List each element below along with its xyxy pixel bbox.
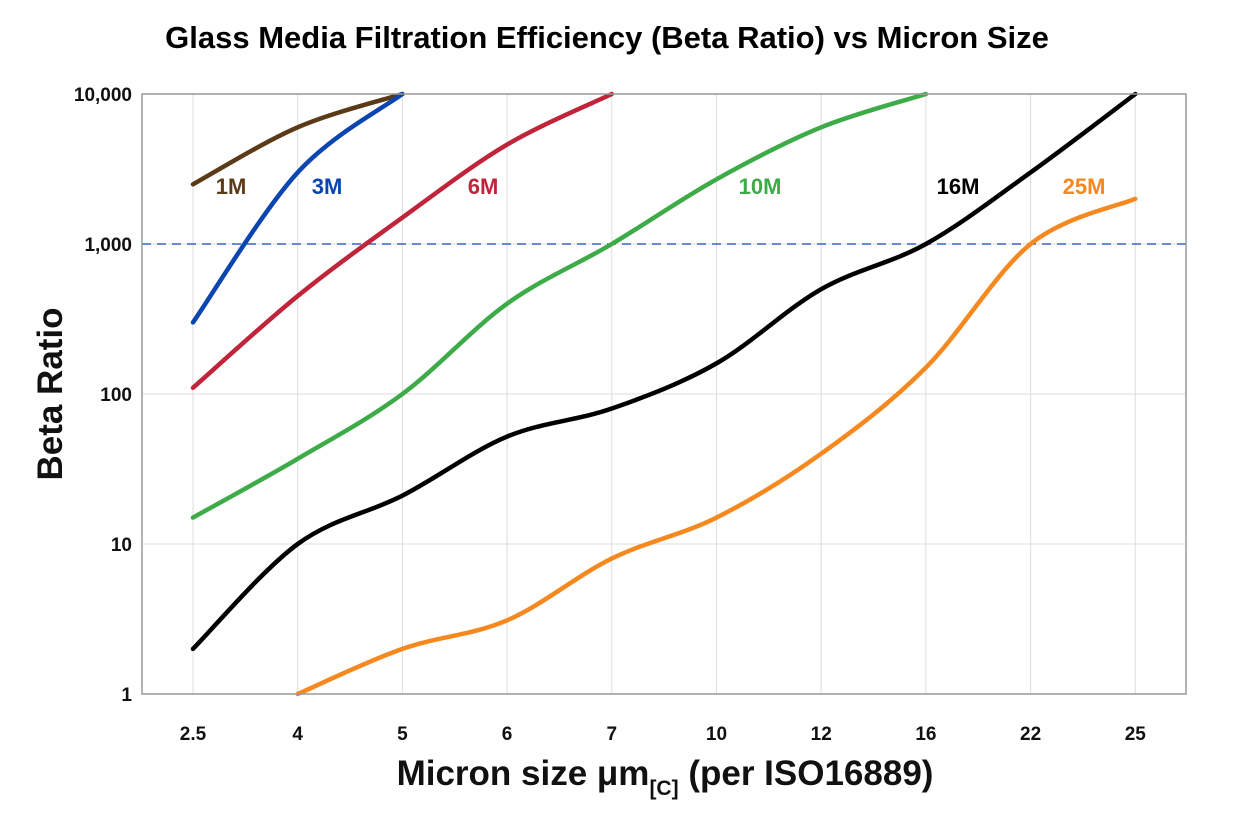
series-label-16M: 16M xyxy=(937,174,980,199)
x-tick-label: 25 xyxy=(1125,724,1147,745)
y-tick-label: 10,000 xyxy=(74,85,132,106)
x-axis-label-main: Micron size μm xyxy=(397,754,650,793)
series-label-6M: 6M xyxy=(468,174,499,199)
y-tick-label: 1,000 xyxy=(84,235,132,256)
y-tick-labels: 1 10 100 1,000 10,000 xyxy=(74,85,133,706)
series-label-3M: 3M xyxy=(312,174,343,199)
y-tick-label: 1 xyxy=(121,685,132,706)
y-tick-label: 100 xyxy=(100,385,132,406)
x-axis-label: Micron size μm[C] (per ISO16889) xyxy=(397,754,934,800)
series-group xyxy=(190,91,1138,697)
series-label-10M: 10M xyxy=(739,174,782,199)
series-label-1M: 1M xyxy=(216,174,247,199)
series-line-1M xyxy=(190,91,405,187)
series-line-25M xyxy=(295,196,1138,697)
y-tick-label: 10 xyxy=(111,535,132,556)
x-tick-labels: 2.5 4 5 6 7 10 12 16 22 25 xyxy=(180,724,1147,745)
chart-title: Glass Media Filtration Efficiency (Beta … xyxy=(165,20,1049,55)
x-tick-label: 7 xyxy=(607,724,618,745)
x-tick-label: 2.5 xyxy=(180,724,207,745)
x-tick-label: 22 xyxy=(1020,724,1041,745)
x-axis-label-sub: [C] xyxy=(649,777,678,800)
series-labels: 1M 3M 6M 10M 16M 25M xyxy=(216,174,1106,199)
x-tick-label: 12 xyxy=(811,724,832,745)
x-tick-label: 16 xyxy=(915,724,936,745)
x-tick-label: 10 xyxy=(706,724,727,745)
grid xyxy=(142,93,1186,695)
series-line-6M xyxy=(190,91,615,391)
series-line-10M xyxy=(190,91,929,520)
series-line-3M xyxy=(190,91,405,325)
x-axis-label-tail: (per ISO16889) xyxy=(679,754,934,793)
series-line-16M xyxy=(190,91,1138,652)
x-tick-label: 5 xyxy=(397,724,408,745)
plot-frame xyxy=(141,93,1187,695)
x-tick-label: 6 xyxy=(502,724,513,745)
series-label-25M: 25M xyxy=(1063,174,1106,199)
x-tick-label: 4 xyxy=(292,724,303,745)
y-axis-label: Beta Ratio xyxy=(31,307,70,480)
